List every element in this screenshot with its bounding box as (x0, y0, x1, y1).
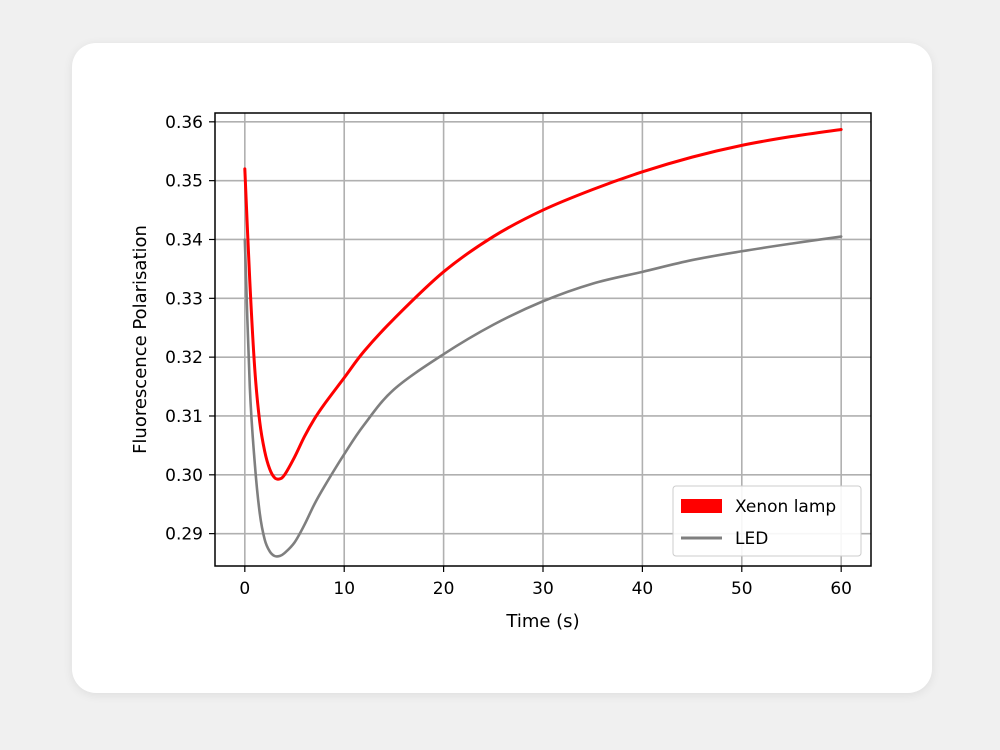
ticks: 0 10 20 30 40 50 60 0.29 0.30 0.31 0.32 0.33 0.34 0.3… (165, 113, 852, 599)
x-tick-label: 30 (532, 579, 554, 599)
legend: Xenon lamp LED (672, 485, 862, 557)
y-tick-label: 0.30 (165, 466, 203, 486)
y-axis-title: Fluorescence Polarisation (130, 225, 151, 454)
y-tick-label: 0.36 (165, 113, 203, 133)
series-line-led (243, 235, 843, 558)
x-tick-label: 20 (433, 579, 455, 599)
series-lines (243, 127, 843, 558)
y-tick-label: 0.35 (165, 172, 203, 192)
y-tick-label: 0.29 (165, 525, 203, 545)
legend-label: LED (735, 529, 768, 549)
chart-card: 0 10 20 30 40 50 60 0.29 0.30 0.31 0.32 0.33 0.34 0.3… (72, 43, 932, 693)
legend-swatch (681, 499, 722, 513)
legend-label: Xenon lamp (735, 497, 836, 517)
x-tick-label: 10 (333, 579, 355, 599)
line-chart: 0 10 20 30 40 50 60 0.29 0.30 0.31 0.32 0.33 0.34 0.3… (130, 112, 872, 632)
y-tick-label: 0.32 (165, 348, 203, 368)
x-tick-label: 60 (830, 579, 852, 599)
y-tick-label: 0.34 (165, 230, 203, 250)
y-tick-label: 0.31 (165, 407, 203, 427)
grid (215, 113, 871, 566)
x-tick-label: 40 (632, 579, 654, 599)
x-axis-title: Time (s) (505, 611, 579, 632)
x-tick-label: 0 (239, 579, 250, 599)
x-tick-label: 50 (731, 579, 753, 599)
y-tick-label: 0.33 (165, 289, 203, 309)
series-line-xenon-lamp (243, 127, 843, 481)
